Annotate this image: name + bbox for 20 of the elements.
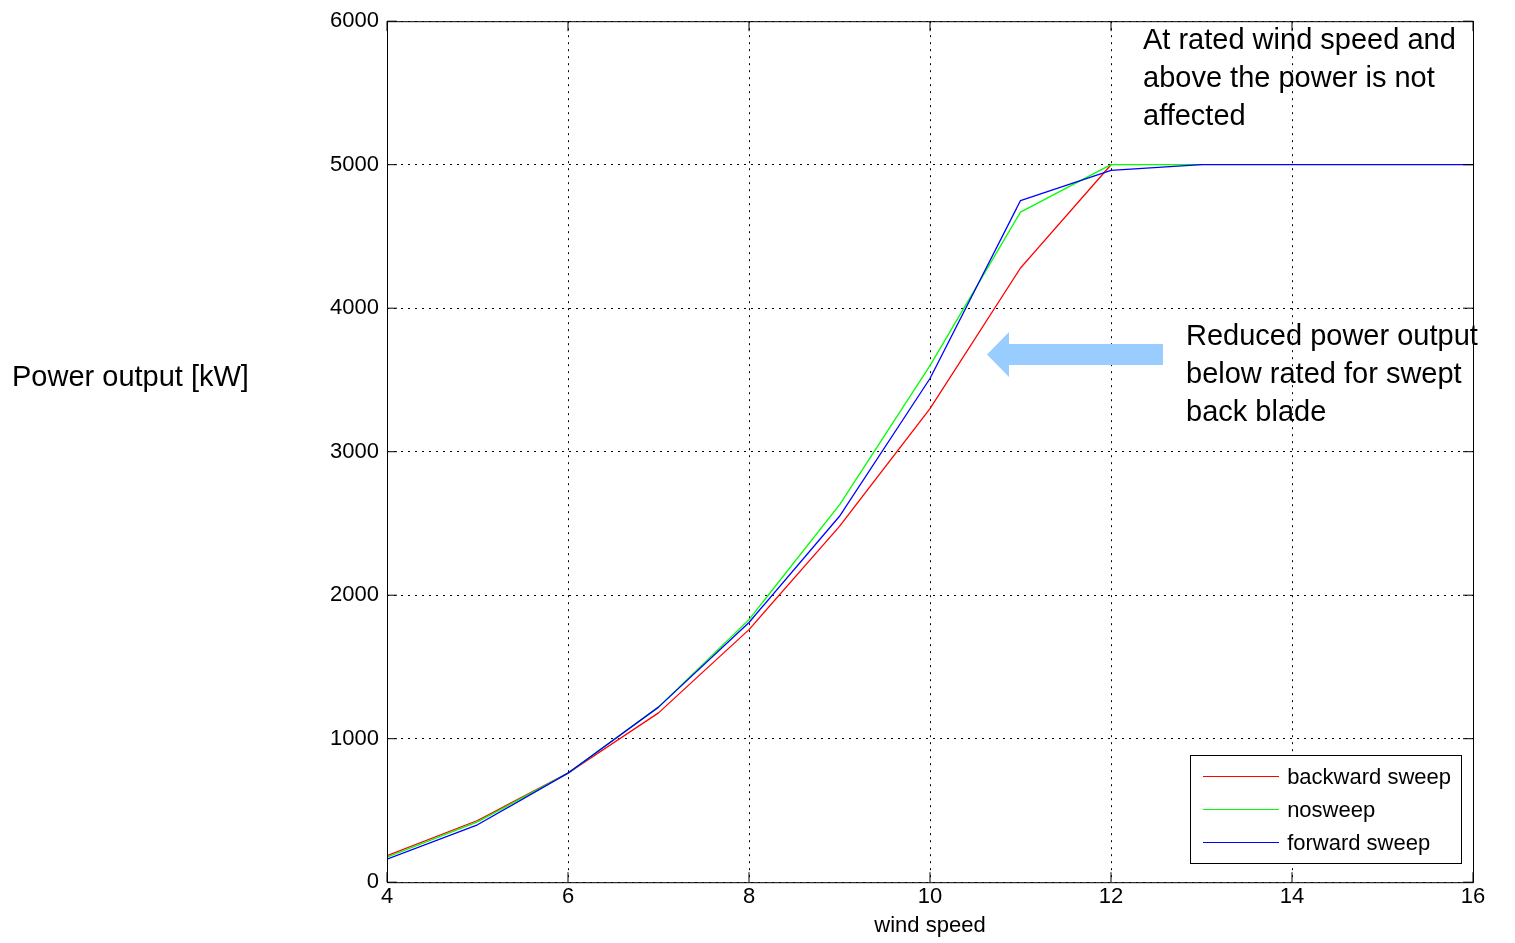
y-tick-label: 6000 (330, 7, 379, 33)
y-tick-label: 5000 (330, 150, 379, 176)
x-axis-title: wind speed (873, 911, 986, 937)
x-tick-label: 12 (1098, 883, 1124, 909)
x-tick-label: 10 (917, 883, 943, 909)
y-tick-label: 2000 (330, 581, 379, 607)
legend-label: backward sweep (1287, 763, 1451, 790)
x-tick-label: 16 (1460, 883, 1486, 909)
x-tick-label: 14 (1279, 883, 1305, 909)
annotation: At rated wind speed and above the power is not affected (1143, 22, 1457, 133)
y-tick-label: 4000 (330, 294, 379, 320)
x-tick-label: 8 (742, 883, 756, 909)
y-tick-label: 1000 (330, 724, 379, 750)
y-tick-label: 3000 (330, 437, 379, 463)
x-tick-label: 6 (561, 883, 575, 909)
legend-label: forward sweep (1287, 829, 1431, 856)
x-tick-label: 4 (380, 883, 394, 909)
y-axis-title: Power output [kW] (12, 359, 249, 394)
y-tick-label: 0 (366, 868, 379, 894)
legend-label: nosweep (1287, 796, 1376, 823)
